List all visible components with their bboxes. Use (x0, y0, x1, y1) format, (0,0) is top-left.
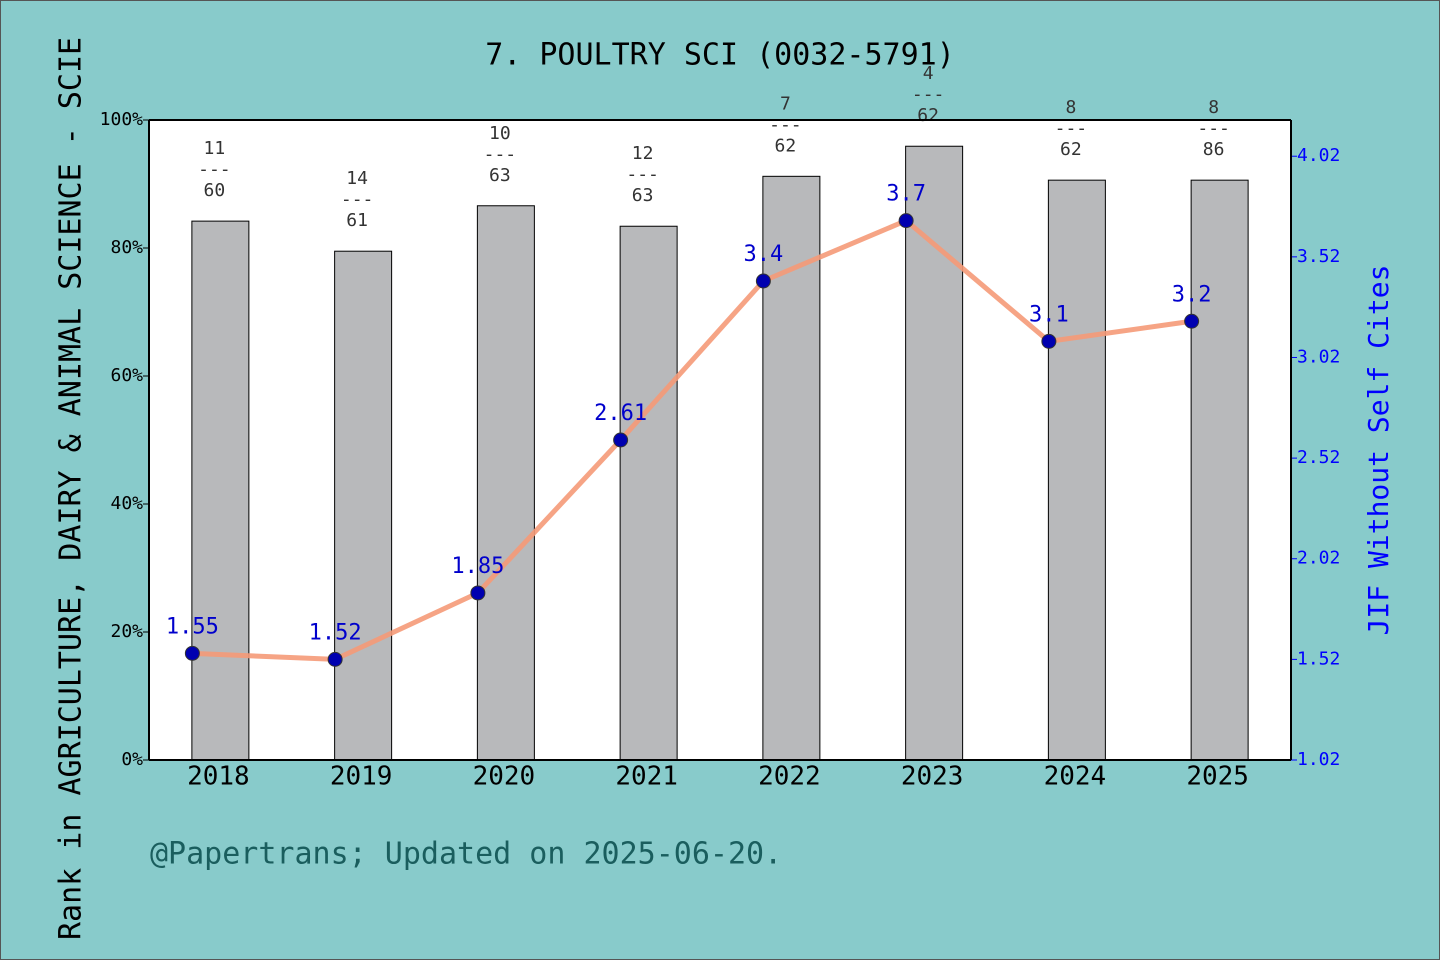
x-tick-label: 2019 (330, 762, 393, 792)
rank-label: 7 (780, 93, 791, 114)
rank-separator: --- (912, 84, 945, 105)
line-marker (1041, 333, 1057, 349)
line-value-label: 3.2 (1172, 282, 1212, 307)
line-value-label: 2.61 (594, 401, 647, 426)
line-marker (327, 651, 343, 667)
rank-label: 12 (632, 143, 654, 164)
y-tick-label: 100% (100, 109, 144, 130)
total-label: 62 (1060, 139, 1082, 160)
y-tick-label: 40% (110, 493, 143, 514)
plot-area (149, 120, 1291, 760)
bar (619, 225, 678, 761)
rank-separator: --- (626, 164, 659, 185)
line-value-label: 1.55 (166, 614, 219, 639)
x-tick-label: 2021 (615, 762, 678, 792)
y-tick-label: 20% (110, 621, 143, 642)
line (192, 217, 1192, 662)
y2-axis-label: JIF Without Self Cites (1362, 265, 1395, 636)
x-tick-label: 2023 (901, 762, 964, 792)
rank-label: 11 (204, 138, 226, 159)
rank-label: 10 (489, 123, 511, 144)
bar (1047, 179, 1106, 761)
line-marker (898, 213, 914, 229)
total-label: 61 (346, 210, 368, 231)
y-tick-label: 60% (110, 365, 143, 386)
rank-separator: --- (1197, 118, 1230, 139)
line-value-label: 1.85 (451, 554, 504, 579)
y2-tick-label: 4.02 (1297, 145, 1340, 166)
total-label: 60 (204, 180, 226, 201)
rank-label: 8 (1065, 97, 1076, 118)
y2-tick-label: 3.52 (1297, 246, 1340, 267)
y-tick-label: 0% (121, 749, 143, 770)
bar (476, 205, 535, 761)
line-marker (184, 645, 200, 661)
bar (334, 250, 393, 761)
rank-separator: --- (1055, 118, 1088, 139)
y2-tick-label: 3.02 (1297, 346, 1340, 367)
line-marker (1184, 313, 1200, 329)
rank-label: 14 (346, 168, 368, 189)
rank-separator: --- (769, 114, 802, 135)
line-value-label: 3.7 (886, 182, 926, 207)
line-marker (755, 273, 771, 289)
total-label: 63 (632, 185, 654, 206)
line-value-label: 3.1 (1029, 302, 1069, 327)
y2-tick-label: 2.02 (1297, 548, 1340, 569)
line-value-label: 3.4 (744, 242, 784, 267)
line-marker (613, 432, 629, 448)
y2-tick-label: 1.02 (1297, 749, 1340, 770)
total-label: 63 (489, 165, 511, 186)
y-axis-label: Rank in AGRICULTURE, DAIRY & ANIMAL SCIE… (54, 37, 89, 940)
y2-tick-label: 2.52 (1297, 447, 1340, 468)
x-tick-label: 2025 (1186, 762, 1249, 792)
rank-separator: --- (484, 144, 517, 165)
rank-separator: --- (341, 189, 374, 210)
footer: @Papertrans; Updated on 2025-06-20. (150, 837, 782, 872)
line-marker (470, 585, 486, 601)
bar (191, 220, 250, 761)
x-tick-label: 2020 (473, 762, 536, 792)
rank-label: 8 (1208, 97, 1219, 118)
rank-label: 4 (923, 63, 934, 84)
y-tick-label: 80% (110, 237, 143, 258)
chart-title: 7. POULTRY SCI (0032-5791) (485, 38, 955, 73)
line-value-label: 1.52 (309, 620, 362, 645)
bar (762, 175, 821, 761)
rank-separator: --- (198, 159, 231, 180)
y2-tick-label: 1.52 (1297, 648, 1340, 669)
bar (1190, 179, 1249, 761)
total-label: 62 (775, 135, 797, 156)
total-label: 86 (1203, 139, 1225, 160)
x-tick-label: 2022 (758, 762, 821, 792)
bar (905, 145, 964, 761)
x-tick-label: 2018 (187, 762, 250, 792)
x-tick-label: 2024 (1044, 762, 1107, 792)
total-label: 62 (917, 105, 939, 126)
